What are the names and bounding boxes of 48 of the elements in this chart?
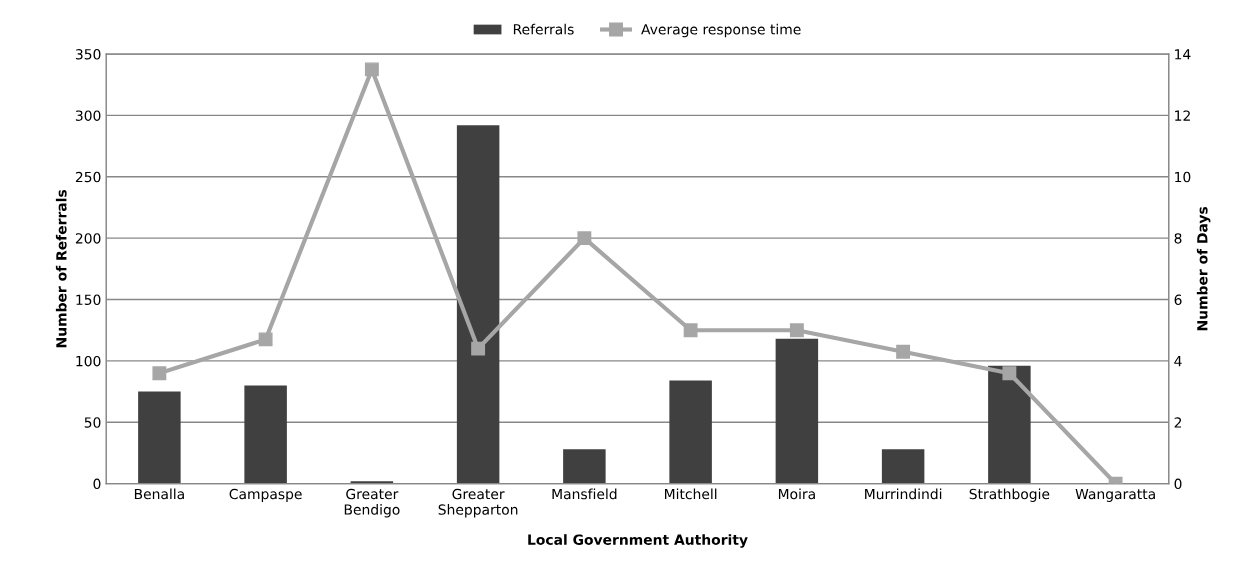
y2-tick-label: 14	[1175, 49, 1191, 60]
point	[258, 332, 273, 347]
x-tick-label: Greater Bendigo	[344, 488, 400, 518]
point	[577, 231, 592, 246]
point	[789, 323, 804, 338]
y-axis-title: Number of Referrals	[55, 189, 67, 348]
x-tick-label: Wangaratta	[1075, 488, 1155, 502]
y-tick-label: 150	[76, 294, 101, 306]
y2-tick-label: 0	[1174, 478, 1182, 490]
x-tick-label: Benalla	[134, 488, 184, 500]
y2-tick-label: 10	[1175, 171, 1191, 183]
y-tick-label: 200	[75, 233, 101, 244]
point	[152, 366, 167, 381]
y-tick-label: 350	[75, 49, 101, 60]
x-tick-label: Murrindindi	[865, 488, 942, 500]
x-tick-label: Greater Shepparton	[438, 488, 518, 518]
bar	[775, 338, 819, 484]
y2-tick-label: 6	[1174, 294, 1182, 306]
bar	[244, 385, 287, 484]
x-tick-label: Mitchell	[664, 488, 717, 500]
y2-tick-label: 2	[1174, 417, 1182, 428]
legend-label: Average response time	[641, 23, 801, 38]
point	[364, 62, 379, 77]
legend-label: Referrals	[513, 23, 574, 35]
y2-axis-title: Number of Days	[1196, 206, 1211, 331]
bar	[669, 380, 712, 484]
y-tick-label: 300	[75, 110, 101, 121]
x-tick-label: Mansfield	[552, 488, 617, 500]
y-tick-label: 0	[93, 478, 101, 490]
y2-tick-label: 12	[1175, 110, 1190, 121]
y-tick-label: 250	[75, 171, 101, 183]
bar	[563, 449, 606, 484]
x-tick-label: Moira	[778, 488, 815, 500]
bar	[988, 365, 1031, 484]
x-tick-label: Strathbogie	[969, 488, 1050, 502]
point	[471, 341, 486, 356]
x-axis-title: Local Government Authority	[528, 534, 748, 548]
x-tick-label: Campaspe	[229, 488, 302, 502]
point	[896, 344, 911, 359]
point	[1002, 366, 1017, 381]
y-tick-label: 50	[84, 417, 101, 428]
y2-tick-label: 8	[1174, 233, 1182, 244]
y-tick-label: 100	[76, 355, 101, 367]
bar	[138, 391, 181, 484]
y2-tick-label: 4	[1174, 356, 1182, 367]
bar	[881, 449, 925, 484]
bar	[456, 125, 500, 484]
point	[683, 323, 698, 338]
